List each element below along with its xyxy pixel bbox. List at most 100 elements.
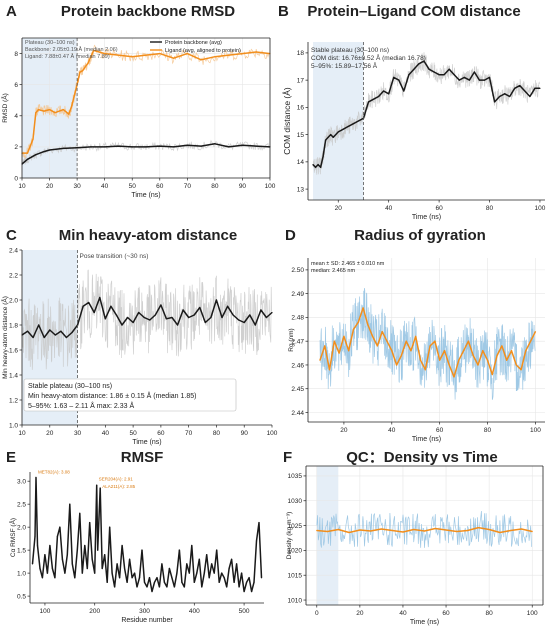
panel-b-annotation: 5–95%: 15.89–17.56 Å bbox=[311, 61, 378, 70]
panel-b-series-0-point bbox=[312, 163, 314, 166]
panel-e-series-0-point bbox=[41, 577, 44, 579]
panel-b-series-0-point bbox=[383, 90, 385, 92]
panel-b-series-0-point bbox=[488, 76, 491, 79]
panel-f-y-tick-label: 1025 bbox=[288, 523, 303, 530]
panel-e-series-0-point bbox=[61, 558, 63, 560]
panel-c-annotation: Min heavy-atom distance: 1.86 ± 0.15 Å (… bbox=[28, 391, 196, 400]
panel-f-series-0-point bbox=[510, 529, 512, 532]
panel-e-series-0-point bbox=[36, 544, 39, 547]
panel-b-series-0-point bbox=[499, 95, 501, 98]
panel-a-series-1-point bbox=[186, 52, 188, 55]
panel-c-y-tick-label: 1.8 bbox=[9, 322, 18, 329]
panel-d-series-0-point bbox=[467, 340, 469, 342]
panel-c-series-0-point bbox=[154, 314, 156, 316]
panel-e-series-0-point bbox=[216, 549, 218, 551]
panel-e-series-0-point bbox=[79, 512, 81, 514]
panel-d-y-axis-label: Rg (nm) bbox=[288, 328, 295, 351]
panel-a-series-1-point bbox=[37, 108, 40, 111]
panel-f-series-0-point bbox=[413, 528, 415, 531]
panel-c-series-0-point bbox=[49, 329, 51, 331]
panel-f-series-0-raw-trace bbox=[316, 510, 532, 548]
panel-f: F QC：Density vs Time 0 20 40 60 80 100 1010 1015 1… bbox=[283, 449, 544, 626]
panel-e-series-0-point bbox=[193, 581, 195, 583]
panel-d-letter: D bbox=[285, 227, 296, 244]
panel-e-series-0-point bbox=[223, 577, 225, 579]
panel-e-series-0-point bbox=[218, 581, 220, 583]
panel-e-y-tick-label: 0.5 bbox=[17, 593, 26, 600]
panel-b-series-0-point bbox=[514, 87, 516, 89]
panel-d-series-0-point bbox=[501, 345, 503, 347]
panel-a-series-1-point bbox=[131, 56, 133, 58]
panel-c-series-0-point bbox=[138, 311, 140, 314]
panel-c-series-0-point bbox=[60, 330, 62, 332]
panel-c-y-tick-label: 1.4 bbox=[9, 372, 18, 379]
panel-e-x-tick-label: 200 bbox=[89, 608, 100, 615]
panel-c-series-0-point bbox=[204, 321, 206, 324]
panel-b-series-0-point bbox=[398, 79, 400, 81]
panel-d-annotation: mean ± SD: 2.465 ± 0.010 nm bbox=[311, 261, 385, 267]
panel-d-series-0-point bbox=[343, 335, 345, 338]
panel-f-letter: F bbox=[283, 449, 292, 466]
panel-c-series-0-point bbox=[149, 319, 151, 321]
panel-d-y-tick-label: 2.50 bbox=[291, 267, 304, 274]
panel-b-y-tick-label: 14 bbox=[297, 159, 305, 166]
panel-d-series-0-point bbox=[443, 350, 446, 352]
panel-a-series-1-point bbox=[214, 56, 216, 58]
panel-b-x-tick-label: 60 bbox=[435, 205, 443, 212]
panel-a-annotation: Ligand: 7.88±0.47 Å (median 7.89) bbox=[25, 53, 110, 60]
panel-b-series-0-point bbox=[413, 68, 415, 70]
panel-d-series-0-point bbox=[324, 345, 326, 347]
panel-d: D Radius of gyration 20 40 60 80 100 2.44 2.45 2.… bbox=[285, 227, 545, 443]
panel-c-letter: C bbox=[6, 227, 17, 244]
panel-b-y-tick-label: 15 bbox=[297, 132, 305, 139]
panel-b-series-0-point bbox=[504, 93, 506, 95]
panel-d-x-tick-label: 80 bbox=[484, 427, 492, 434]
panel-e-series-0-point bbox=[248, 577, 250, 579]
panel-e-series-0-point bbox=[260, 577, 263, 579]
panel-b-series-0-point bbox=[388, 93, 390, 95]
panel-d-x-axis-label: Time (ns) bbox=[412, 436, 441, 443]
panel-a-x-tick-label: 40 bbox=[101, 183, 109, 190]
panel-c-series-0-point bbox=[121, 324, 123, 326]
panel-e-series-0-point bbox=[109, 526, 111, 528]
panel-b-series-0-point bbox=[534, 87, 536, 89]
panel-e-series-0-point bbox=[34, 535, 36, 537]
panel-e-series-0-point bbox=[44, 554, 46, 556]
panel-e-series-0-point bbox=[114, 586, 116, 588]
panel-e-series-0-point bbox=[99, 487, 101, 489]
panel-f-series-0-point bbox=[477, 526, 479, 529]
panel-c-series-0-point bbox=[199, 306, 201, 309]
panel-a-series-0-point bbox=[255, 145, 257, 147]
panel-a-series-0-point bbox=[62, 147, 64, 150]
panel-e-series-0-point bbox=[258, 521, 260, 524]
panel-c-series-0-point bbox=[210, 316, 212, 319]
panel-a-series-1-point bbox=[172, 57, 175, 59]
panel-e-series-0-point bbox=[146, 586, 148, 588]
panel-e-series-0-point bbox=[116, 563, 118, 565]
panel-a-x-tick-label: 90 bbox=[239, 183, 247, 190]
panel-a-series-0-point bbox=[228, 146, 230, 148]
panel-f-series-0-point bbox=[370, 530, 372, 532]
panel-e-series-0-point bbox=[176, 572, 178, 574]
panel-d-series-0-point bbox=[510, 350, 513, 352]
panel-e-series-0-point bbox=[111, 572, 113, 574]
panel-e-series-0-point bbox=[39, 567, 41, 570]
panel-d-y-tick-label: 2.44 bbox=[291, 410, 304, 417]
panel-c-y-tick-label: 1.2 bbox=[9, 397, 18, 404]
panel-b-series-0-point bbox=[443, 74, 445, 76]
panel-e-series-0-point bbox=[231, 558, 233, 560]
panel-e-series-0-point bbox=[183, 586, 185, 588]
panel-a-annotation: Plateau (30–100 ns) bbox=[25, 40, 75, 46]
panel-e-series-0-point bbox=[46, 572, 49, 574]
panel-e-series-0-point bbox=[54, 577, 56, 579]
panel-d-series-0-point bbox=[372, 335, 374, 338]
panel-a-series-0-point bbox=[48, 149, 51, 151]
panel-a-annotation: Backbone: 2.05±0.19 Å (median 2.06) bbox=[25, 46, 118, 53]
panel-a-series-0-point bbox=[104, 146, 106, 148]
panel-c-x-tick-label: 60 bbox=[157, 430, 165, 437]
panel-d-series-0-point bbox=[472, 354, 474, 357]
panel-a-series-1-point bbox=[35, 112, 37, 114]
panel-d-series-0-point bbox=[348, 350, 350, 352]
panel-c-series-0-point bbox=[110, 305, 112, 307]
